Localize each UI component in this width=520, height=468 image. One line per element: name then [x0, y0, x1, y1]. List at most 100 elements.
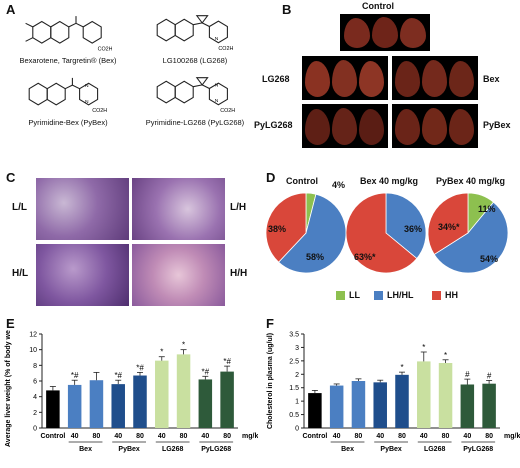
e-group-0: Bex: [79, 446, 92, 453]
f-ytick-label-1: 0.5: [289, 412, 299, 419]
e-bar-7: [198, 379, 213, 428]
e-ylabel: Average liver weight (% of body weight): [5, 330, 12, 447]
panel-label-c: C: [6, 170, 16, 185]
f-ytick-label-5: 2.5: [289, 358, 299, 365]
pie-label-control-lh: 58%: [306, 252, 325, 262]
e-group-3: PyLG268: [201, 446, 231, 453]
f-bar-6: [438, 363, 453, 428]
f-unit: mg/kg: [504, 433, 520, 440]
n-atom-3: N: [85, 99, 89, 105]
f-ytick-label-3: 1.5: [289, 385, 299, 392]
co2h-label-3: CO2H: [92, 108, 107, 114]
f-annot-4: *: [400, 363, 403, 372]
f-bar-1: [329, 385, 344, 428]
liver-photo-pybex: [392, 104, 478, 148]
e-annot-8: *#: [223, 357, 231, 366]
f-ylabel: Cholesterol in plasma (ug/ul): [267, 333, 274, 429]
pie-pybex-slice-lh: [433, 201, 509, 274]
e-ytick-label-3: 6: [33, 379, 37, 386]
histology-hl: [36, 244, 129, 306]
e-bar-8: [220, 371, 234, 428]
n-atom-2: N: [85, 83, 89, 89]
co2h-label-1: CO2H: [98, 46, 112, 52]
e-unit: mg/kg: [242, 433, 258, 440]
pie-bex-slice-hh: [345, 192, 418, 274]
f-cat-8: 80: [485, 433, 493, 440]
e-bar-3: [111, 384, 125, 428]
liver-photo-lg268: [302, 56, 388, 100]
chem-caption-bex: Bexarotene, Targretin® (Bex): [19, 56, 117, 65]
e-annot-6: *: [182, 341, 185, 350]
e-cat-3: 40: [114, 433, 122, 440]
pie-label-control-hh: 38%: [268, 224, 287, 234]
pybex-structure: CO2H N N: [28, 77, 107, 114]
e-ytick-label-1: 2: [33, 410, 37, 417]
e-cat-1: 40: [71, 433, 79, 440]
f-bar-4: [395, 374, 409, 428]
e-bar-6: [176, 354, 191, 428]
e-annot-4: *#: [136, 363, 144, 372]
pie-label-bex-lh: 36%: [404, 224, 423, 234]
e-cat-2: 80: [93, 433, 101, 440]
histology-label-hl: H/L: [12, 268, 29, 279]
e-cat-8: 80: [223, 433, 231, 440]
pie-pybex-slice-hh: [427, 192, 469, 255]
e-cat-0: Control: [40, 433, 65, 440]
e-group-1: PyBex: [118, 446, 140, 453]
chart-cholesterol: Cholesterol in plasma (ug/ul) 0 0.5 1 1.5 2 2.…: [267, 332, 520, 454]
f-cat-0: Control: [302, 433, 327, 440]
f-ytick-label-0: 0: [295, 426, 299, 433]
lg268-structure: CO2H N: [156, 15, 233, 52]
pie-control: [265, 192, 347, 274]
f-group-3: PyLG268: [463, 446, 493, 453]
pie-bex-slice-lh: [385, 192, 427, 260]
f-cat-5: 40: [420, 433, 428, 440]
liver-label-pylg268: PyLG268: [254, 120, 293, 130]
bex-structure: CO2H: [25, 16, 112, 52]
f-group-0: Bex: [341, 446, 354, 453]
f-annot-6: *: [444, 351, 447, 360]
liver-photo-bex: [392, 56, 478, 100]
f-cat-4: 80: [398, 433, 406, 440]
f-bar-8: [482, 383, 496, 428]
f-annot-7: #: [465, 370, 470, 379]
panel-label-e: E: [6, 316, 15, 331]
e-annot-7: *#: [202, 367, 210, 376]
chem-caption-pybex: Pyrimidine-Bex (PyBex): [28, 118, 108, 127]
e-cat-7: 40: [201, 433, 209, 440]
pie-label-control-ll: 4%: [332, 180, 346, 190]
pie-label-pybex-hh: 34%*: [438, 222, 460, 232]
liver-label-control: Control: [362, 1, 394, 11]
histology-label-hh: H/H: [230, 268, 248, 279]
liver-photo-control: [340, 14, 430, 51]
f-cat-2: 80: [355, 433, 363, 440]
e-annot-3: *#: [114, 371, 122, 380]
f-bar-7: [460, 384, 475, 428]
liver-photo-pylg268: [302, 104, 388, 148]
e-bar-5: [155, 360, 169, 428]
e-ytick-label-4: 8: [33, 363, 37, 370]
f-bar-5: [417, 361, 431, 428]
pie-bex: [345, 192, 427, 274]
co2h-label-2: CO2H: [218, 46, 233, 52]
f-ytick-label-6: 3: [295, 345, 299, 352]
legend-hh: HH: [432, 290, 458, 300]
co2h-label-4: CO2H: [220, 108, 235, 114]
e-cat-6: 80: [180, 433, 188, 440]
pie-svg: [265, 192, 509, 274]
pie-pybex: [427, 192, 509, 274]
pie-label-pybex-ll: 11%: [478, 204, 496, 214]
n-atom-4: N: [215, 83, 219, 89]
chart-liver-weight: Average liver weight (% of body weight) 0…: [5, 330, 258, 453]
pie-control-slice-lh: [278, 193, 347, 274]
n-atom-1: N: [215, 36, 219, 42]
chem-caption-lg268: LG100268 (LG268): [162, 56, 228, 65]
f-bar-0: [308, 393, 322, 428]
pylg268-structure: CO2H N N: [156, 77, 235, 114]
pie-label-pybex-lh: 54%: [480, 254, 499, 264]
f-ytick-label-4: 2: [295, 372, 299, 379]
pie-title-pybex: PyBex 40 mg/kg: [436, 176, 506, 186]
e-annot-5: *: [160, 348, 163, 357]
e-annot-1: *#: [71, 371, 79, 380]
f-group-2: LG268: [424, 446, 446, 453]
